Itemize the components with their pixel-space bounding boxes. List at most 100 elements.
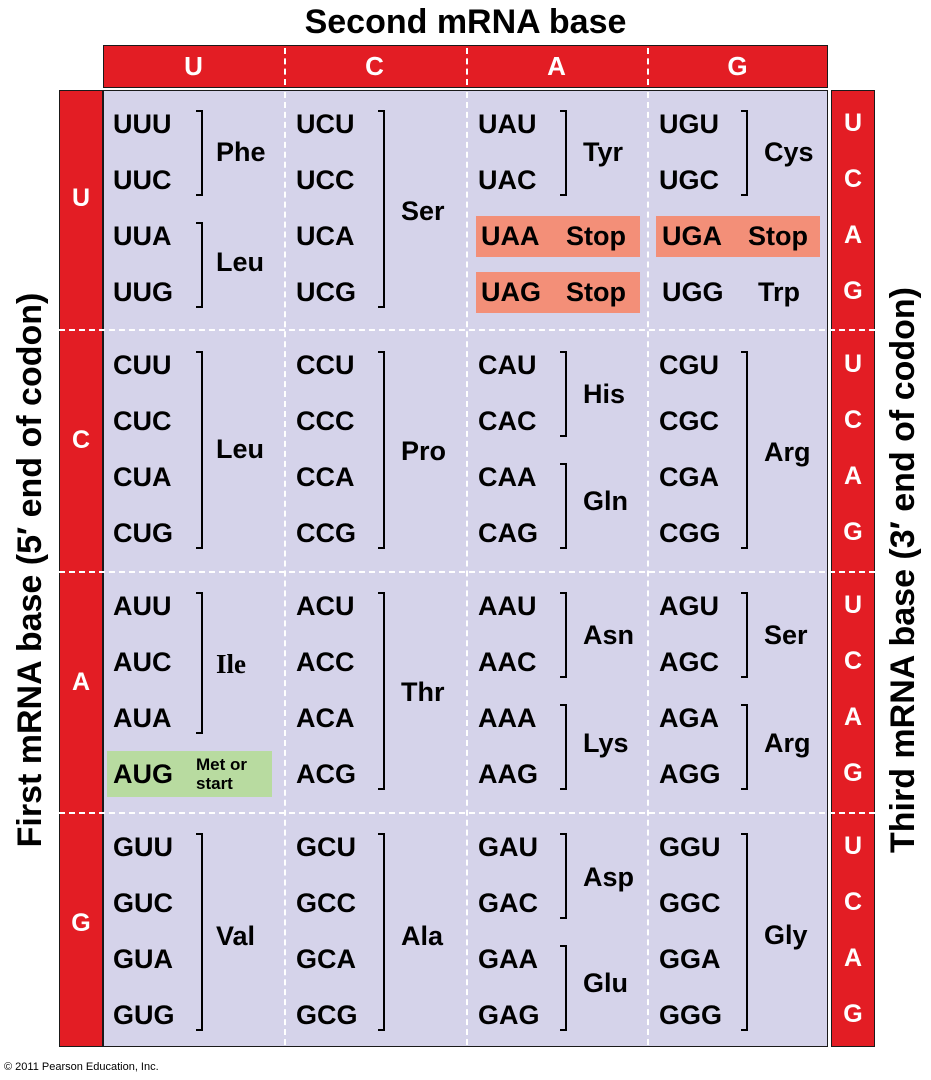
third-base-g: G — [843, 759, 863, 787]
codon-acc: ACC — [296, 647, 355, 677]
codon-uua: UUA — [113, 221, 172, 251]
codon-gau: GAU — [478, 832, 538, 862]
codon-agu: AGU — [659, 591, 719, 621]
amino-acid-asp: Asp — [583, 862, 635, 892]
third-base-u: U — [843, 832, 863, 860]
codon-ggc: GGC — [659, 888, 721, 918]
codon-cau: CAU — [478, 350, 537, 380]
codon-acg: ACG — [296, 759, 356, 789]
start-label: start — [196, 774, 233, 793]
codon-agg: AGG — [659, 759, 721, 789]
third-base-u: U — [843, 109, 863, 137]
codon-cuc: CUC — [113, 406, 172, 436]
codon-uaa: UAA — [481, 221, 540, 251]
second-base-c: C — [365, 51, 384, 81]
amino-acid-asn: Asn — [583, 620, 635, 650]
amino-acid-arg: Arg — [764, 728, 811, 758]
bracket — [741, 704, 748, 790]
codon-uuc: UUC — [113, 165, 172, 195]
second-base-a: A — [547, 51, 566, 81]
codon-uca: UCA — [296, 221, 355, 251]
bracket — [741, 110, 748, 196]
bracket — [196, 110, 203, 196]
stop-highlight-uaa — [476, 216, 640, 257]
start-highlight-aug — [107, 751, 272, 797]
amino-acid-ile: Ile — [216, 649, 246, 679]
codon-gaa: GAA — [478, 944, 538, 974]
bracket — [378, 110, 385, 308]
codon-guu: GUU — [113, 832, 173, 862]
amino-acid-trp: Trp — [758, 277, 801, 307]
codon-aaa: AAA — [478, 703, 537, 733]
copyright-notice: © 2011 Pearson Education, Inc. — [4, 1061, 159, 1073]
row-divider — [59, 571, 875, 573]
codon-ugu: UGU — [659, 109, 719, 139]
amino-acid-gly: Gly — [764, 920, 808, 950]
codon-auc: AUC — [113, 647, 172, 677]
bracket — [560, 463, 567, 549]
bracket — [741, 592, 748, 678]
codon-cgg: CGG — [659, 518, 721, 548]
amino-acid-glu: Glu — [583, 968, 628, 998]
amino-acid-his: His — [583, 379, 626, 409]
bracket — [378, 351, 385, 549]
codon-ccu: CCU — [296, 350, 355, 380]
bracket — [560, 351, 567, 437]
bracket — [378, 833, 385, 1031]
header-divider — [466, 48, 468, 85]
codon-aca: ACA — [296, 703, 355, 733]
bracket — [560, 110, 567, 196]
codon-cac: CAC — [478, 406, 537, 436]
amino-acid-arg: Arg — [764, 437, 811, 467]
third-base-a: A — [843, 221, 863, 249]
second-base-g: G — [727, 51, 748, 81]
third-base-u: U — [843, 350, 863, 378]
amino-acid-gln: Gln — [583, 486, 628, 516]
codon-aau: AAU — [478, 591, 537, 621]
first-base-g: G — [71, 909, 91, 937]
third-base-a: A — [843, 944, 863, 972]
third-base-a: A — [843, 703, 863, 731]
amino-acid-phe: Phe — [216, 137, 266, 167]
codon-gcg: GCG — [296, 1000, 358, 1030]
amino-acid-val: Val — [216, 921, 256, 951]
codon-cgc: CGC — [659, 406, 719, 436]
codon-ucg: UCG — [296, 277, 356, 307]
bracket — [560, 945, 567, 1031]
codon-uga: UGA — [662, 221, 722, 251]
row-divider — [59, 812, 875, 814]
codon-uau: UAU — [478, 109, 537, 139]
codon-acu: ACU — [296, 591, 355, 621]
codon-cca: CCA — [296, 462, 355, 492]
row-divider — [59, 329, 875, 331]
codon-aga: AGA — [659, 703, 719, 733]
codon-aag: AAG — [478, 759, 538, 789]
first-base-u: U — [71, 184, 91, 212]
bracket — [560, 833, 567, 919]
amino-acid-pro: Pro — [401, 436, 447, 466]
amino-acid-leu: Leu — [216, 247, 265, 277]
first-base-c: C — [71, 426, 91, 454]
third-base-g: G — [843, 1000, 863, 1028]
first-base-a: A — [71, 668, 91, 696]
amino-acid-ser: Ser — [401, 196, 445, 226]
stop-highlight-uag — [476, 272, 640, 313]
third-base-u: U — [843, 591, 863, 619]
third-base-c: C — [843, 165, 863, 193]
bracket — [741, 833, 748, 1031]
amino-acid-leu: Leu — [216, 434, 265, 464]
third-base-band — [831, 90, 875, 1047]
codon-cga: CGA — [659, 462, 719, 492]
bracket — [196, 592, 203, 734]
bracket — [196, 833, 203, 1031]
codon-ccg: CCG — [296, 518, 356, 548]
codon-uac: UAC — [478, 165, 537, 195]
codon-gca: GCA — [296, 944, 356, 974]
third-base-title: Third mRNA base (3′ end of codon) — [884, 287, 922, 854]
codon-ugc: UGC — [659, 165, 719, 195]
third-base-g: G — [843, 518, 863, 546]
bracket — [196, 351, 203, 549]
codon-cag: CAG — [478, 518, 538, 548]
codon-ucu: UCU — [296, 109, 355, 139]
stop-label: Stop — [566, 221, 626, 251]
